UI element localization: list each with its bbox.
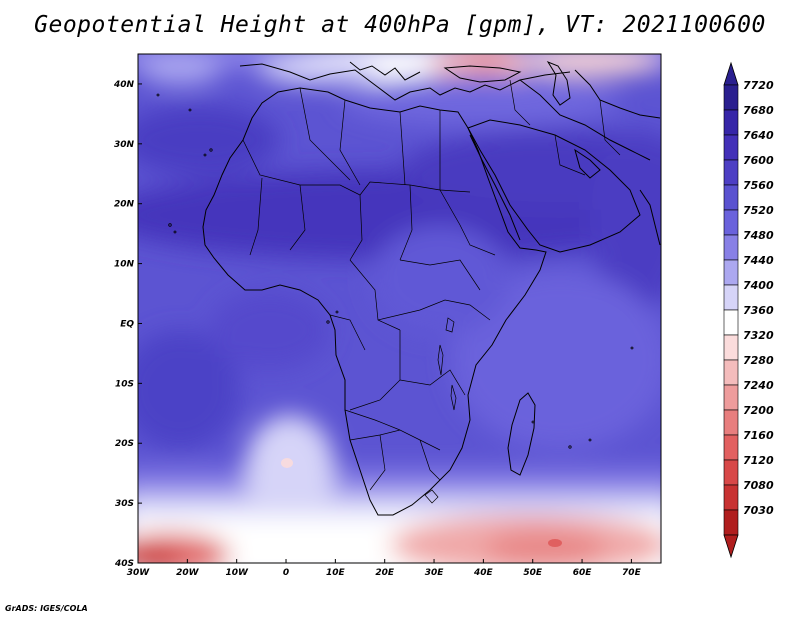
colorbar-swatch (723, 159, 739, 186)
colorbar-swatch (723, 384, 739, 411)
colorbar-level-label: 7240 (743, 379, 774, 392)
colorbar-swatch (723, 309, 739, 336)
lon-tick-label: 20E (375, 568, 395, 578)
islands (156, 93, 634, 449)
colorbar-level-label: 7030 (743, 504, 774, 517)
colorbar-swatch (723, 434, 739, 461)
colorbar-swatch (723, 484, 739, 511)
colorbar-swatch (723, 284, 739, 311)
lat-tick-label: 30S (115, 499, 134, 509)
map-title: Geopotential Height at 400hPa [gpm], VT:… (34, 12, 766, 38)
colorbar-swatch (723, 409, 739, 436)
lon-tick-label: 60E (573, 568, 593, 578)
colorbar-level-label: 7120 (743, 454, 774, 467)
longitude-axis: 30W 20W 10W 0 10E 20E 30E 40E 50E 60E 70E (127, 559, 642, 578)
colorbar-level-label: 7600 (743, 154, 774, 167)
colorbar-swatch (723, 509, 739, 536)
colorbar-level-label: 7640 (743, 129, 774, 142)
lon-tick-label: 50E (523, 568, 543, 578)
colorbar-level-label: 7400 (743, 279, 774, 292)
colorbar-level-label: 7280 (743, 354, 774, 367)
lat-tick-label: 20N (114, 200, 135, 210)
colorbar-swatch (723, 259, 739, 286)
lat-tick-label: 10S (115, 379, 134, 389)
lat-tick-label: 30N (114, 140, 135, 150)
colorbar-swatch (723, 334, 739, 361)
colorbar: 7720 7680 7640 7600 7560 7520 7480 7440 7400 7360… (723, 61, 774, 559)
lat-tick-label: EQ (120, 319, 134, 329)
colorbar-swatch (723, 234, 739, 261)
colorbar-top-arrow (723, 61, 739, 86)
colorbar-level-label: 7080 (743, 479, 774, 492)
colorbar-level-label: 7440 (743, 254, 774, 267)
lat-tick-label: 40N (113, 80, 135, 90)
colorbar-level-label: 7520 (743, 204, 774, 217)
latitude-axis: 40N 30N 20N 10N EQ 10S 20S 30S 40S (113, 80, 142, 569)
colorbar-level-label: 7560 (743, 179, 774, 192)
colorbar-swatch (723, 84, 739, 111)
lon-tick-label: 70E (622, 568, 642, 578)
country-borders (242, 79, 621, 504)
lon-tick-label: 10W (225, 568, 249, 578)
colorbar-swatch (723, 109, 739, 136)
colorbar-bottom-arrow (723, 534, 739, 559)
height-field (138, 54, 661, 563)
lon-tick-label: 10E (326, 568, 346, 578)
lat-tick-label: 40S (114, 559, 134, 569)
lon-tick-label: 30W (127, 568, 151, 578)
colorbar-level-label: 7160 (743, 429, 774, 442)
lon-tick-label: 40E (473, 568, 494, 578)
colorbar-level-label: 7480 (743, 229, 774, 242)
lon-tick-label: 0 (283, 568, 289, 578)
colorbar-level-label: 7680 (743, 104, 774, 117)
colorbar-level-label: 7720 (743, 79, 774, 92)
colorbar-level-label: 7360 (743, 304, 774, 317)
colorbar-level-label: 7200 (743, 404, 774, 417)
colorbar-swatch (723, 134, 739, 161)
colorbar-swatch (723, 184, 739, 211)
colorbar-swatch (723, 459, 739, 486)
lat-tick-label: 20S (115, 439, 134, 449)
map-frame (137, 53, 662, 564)
grads-credit: GrADS: IGES/COLA (5, 604, 88, 613)
lon-tick-label: 30E (425, 568, 445, 578)
colorbar-level-label: 7320 (743, 329, 774, 342)
colorbar-swatch (723, 359, 739, 386)
lat-tick-label: 10N (114, 260, 135, 270)
colorbar-swatch (723, 209, 739, 236)
lon-tick-label: 20W (176, 568, 200, 578)
